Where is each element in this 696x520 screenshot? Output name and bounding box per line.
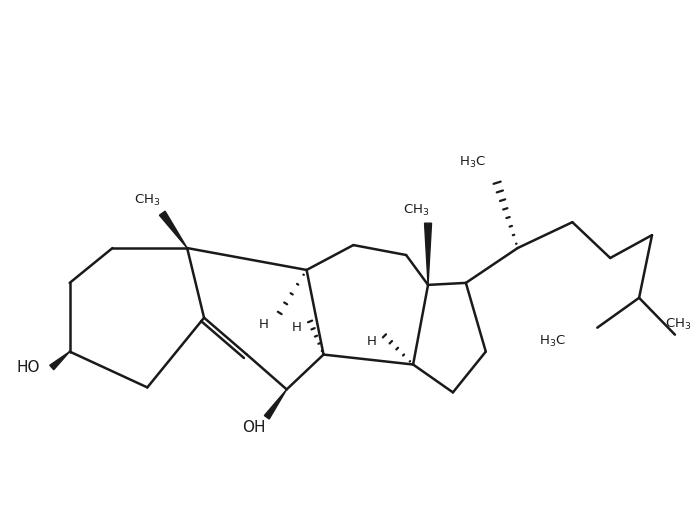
- Text: CH$_3$: CH$_3$: [134, 193, 161, 208]
- Text: H: H: [366, 335, 377, 348]
- Text: H: H: [259, 318, 269, 331]
- Text: H$_3$C: H$_3$C: [459, 155, 487, 170]
- Text: HO: HO: [16, 360, 40, 375]
- Text: H: H: [292, 321, 301, 334]
- Polygon shape: [264, 389, 287, 419]
- Polygon shape: [425, 223, 432, 285]
- Text: OH: OH: [242, 420, 266, 435]
- Text: CH$_3$: CH$_3$: [665, 317, 691, 332]
- Text: CH$_3$: CH$_3$: [403, 203, 429, 218]
- Text: H$_3$C: H$_3$C: [539, 334, 565, 349]
- Polygon shape: [159, 211, 187, 248]
- Polygon shape: [50, 352, 70, 370]
